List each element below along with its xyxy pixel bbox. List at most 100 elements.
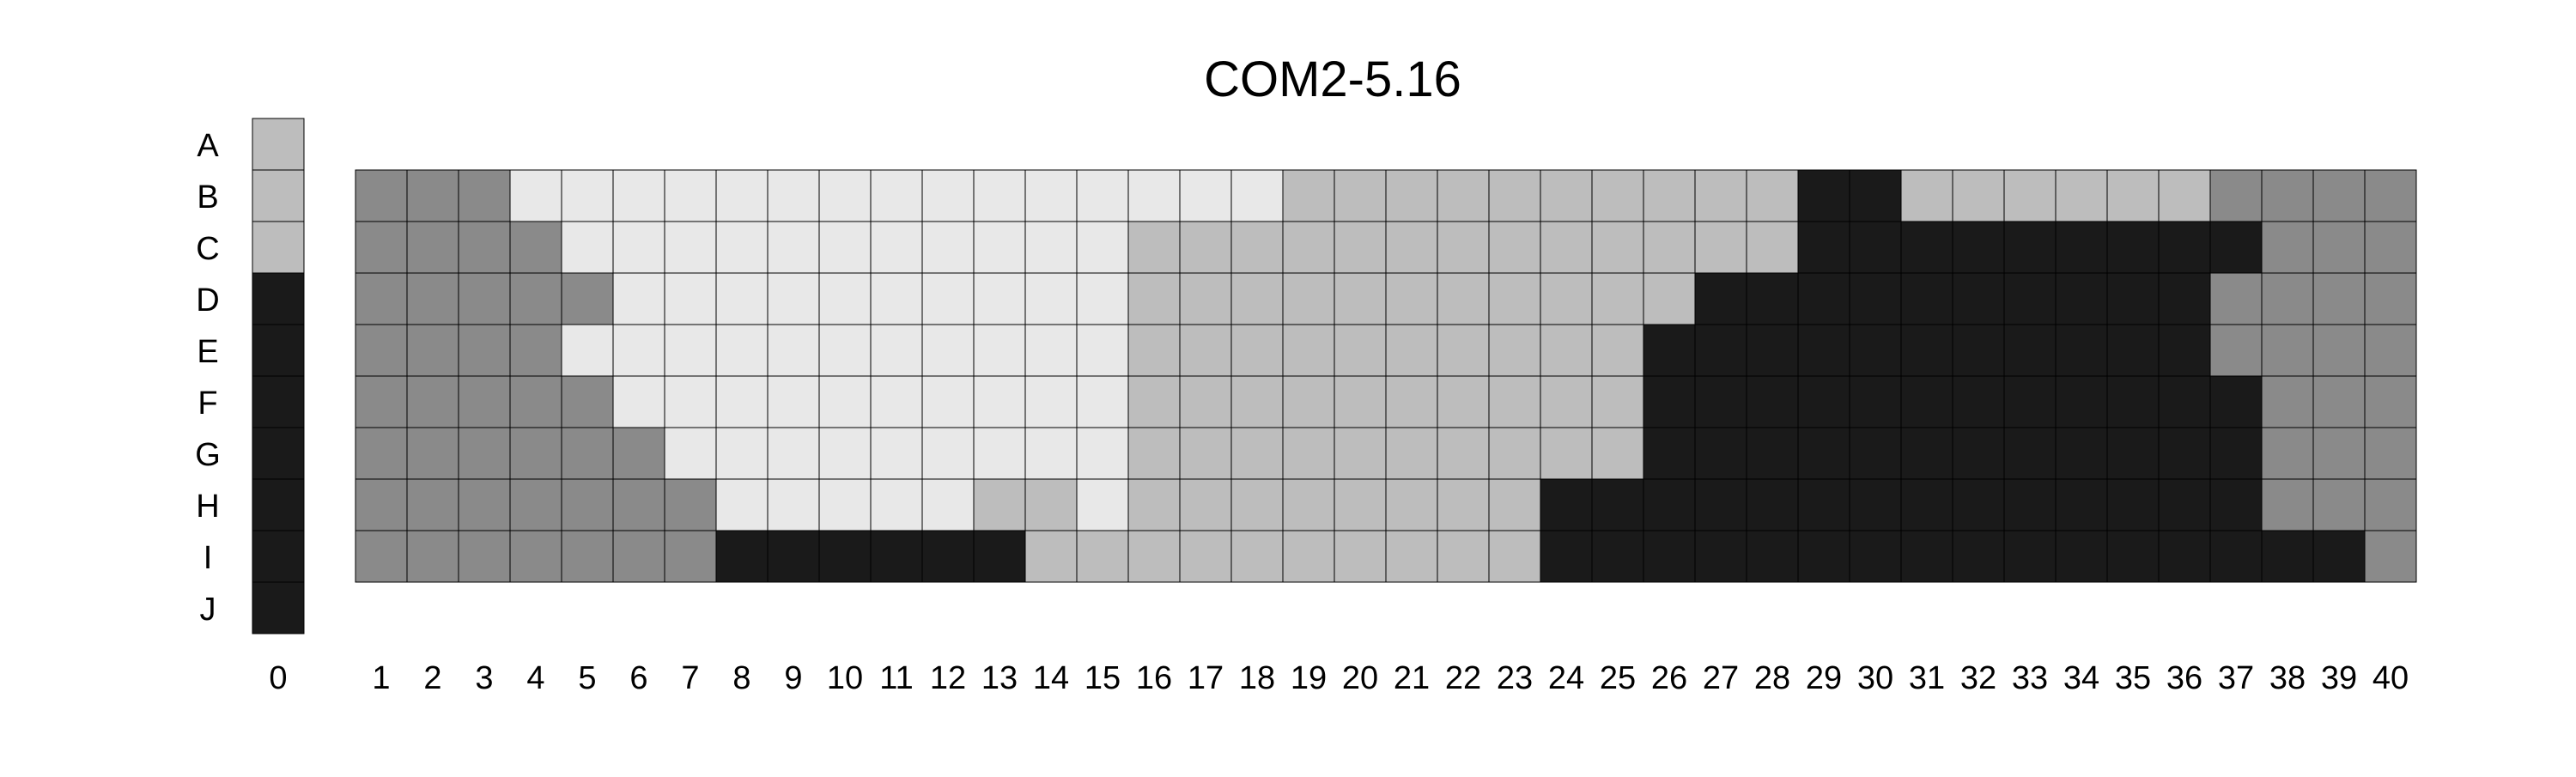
cell-D-36 [2158,272,2211,325]
cell-H-31 [1900,478,1953,531]
cell-B-15 [1076,169,1129,222]
cell-H-14 [1024,478,1078,531]
column-label-31: 31 [1909,660,1945,696]
key-cell-C [252,221,305,274]
column-label-13: 13 [981,660,1018,696]
cell-F-14 [1024,375,1078,428]
cell-H-17 [1179,478,1232,531]
cell-F-40 [2364,375,2417,428]
cell-H-27 [1694,478,1747,531]
cell-B-33 [2003,169,2057,222]
cell-H-36 [2158,478,2211,531]
cell-E-13 [973,324,1026,377]
column-label-6: 6 [629,660,647,696]
column-label-4: 4 [526,660,544,696]
cell-D-16 [1127,272,1181,325]
cell-I-7 [664,530,717,583]
cell-H-11 [870,478,923,531]
cell-B-27 [1694,169,1747,222]
column-label-38: 38 [2269,660,2306,696]
cell-F-31 [1900,375,1953,428]
cell-C-14 [1024,221,1078,274]
cell-G-5 [561,427,614,480]
cell-D-22 [1437,272,1490,325]
row-label-A: A [197,128,219,164]
cell-G-11 [870,427,923,480]
cell-C-20 [1334,221,1387,274]
cell-H-28 [1746,478,1799,531]
cell-E-3 [458,324,511,377]
column-label-32: 32 [1960,660,1996,696]
cell-I-29 [1797,530,1850,583]
cell-C-24 [1540,221,1593,274]
key-cell-G [252,427,305,480]
cell-F-8 [715,375,769,428]
cell-I-6 [612,530,665,583]
column-label-25: 25 [1600,660,1636,696]
cell-G-23 [1488,427,1541,480]
cell-G-2 [406,427,459,480]
cell-C-8 [715,221,769,274]
cell-B-11 [870,169,923,222]
cell-C-26 [1643,221,1696,274]
cell-D-20 [1334,272,1387,325]
column-label-36: 36 [2166,660,2202,696]
cell-F-7 [664,375,717,428]
cell-G-40 [2364,427,2417,480]
cell-B-22 [1437,169,1490,222]
cell-B-6 [612,169,665,222]
cell-C-6 [612,221,665,274]
cell-G-31 [1900,427,1953,480]
cell-I-14 [1024,530,1078,583]
cell-I-38 [2261,530,2314,583]
cell-D-13 [973,272,1026,325]
cell-B-16 [1127,169,1181,222]
cell-B-25 [1591,169,1644,222]
chart-title: COM2-5.16 [1204,52,1461,107]
cell-E-40 [2364,324,2417,377]
cell-G-8 [715,427,769,480]
cell-G-24 [1540,427,1593,480]
cell-I-40 [2364,530,2417,583]
cell-E-9 [767,324,820,377]
cell-F-19 [1282,375,1335,428]
cell-D-19 [1282,272,1335,325]
cell-C-13 [973,221,1026,274]
cell-G-37 [2209,427,2263,480]
cell-I-37 [2209,530,2263,583]
cell-B-4 [509,169,562,222]
column-label-8: 8 [732,660,750,696]
cell-B-20 [1334,169,1387,222]
cell-F-9 [767,375,820,428]
cell-E-26 [1643,324,1696,377]
cell-I-11 [870,530,923,583]
column-label-2: 2 [423,660,441,696]
cell-H-39 [2312,478,2366,531]
cell-H-37 [2209,478,2263,531]
cell-E-28 [1746,324,1799,377]
cell-E-8 [715,324,769,377]
row-label-I: I [204,540,213,576]
column-label-33: 33 [2012,660,2048,696]
cell-C-33 [2003,221,2057,274]
cell-H-40 [2364,478,2417,531]
cell-I-39 [2312,530,2366,583]
cell-D-12 [921,272,975,325]
row-label-H: H [196,489,219,525]
cell-F-12 [921,375,975,428]
cell-B-8 [715,169,769,222]
cell-C-7 [664,221,717,274]
cell-B-38 [2261,169,2314,222]
cell-F-26 [1643,375,1696,428]
cell-C-4 [509,221,562,274]
cell-G-28 [1746,427,1799,480]
cell-I-1 [355,530,408,583]
cell-F-3 [458,375,511,428]
cell-C-9 [767,221,820,274]
cell-E-33 [2003,324,2057,377]
cell-G-10 [818,427,872,480]
cell-D-14 [1024,272,1078,325]
cell-F-36 [2158,375,2211,428]
cell-I-34 [2055,530,2108,583]
